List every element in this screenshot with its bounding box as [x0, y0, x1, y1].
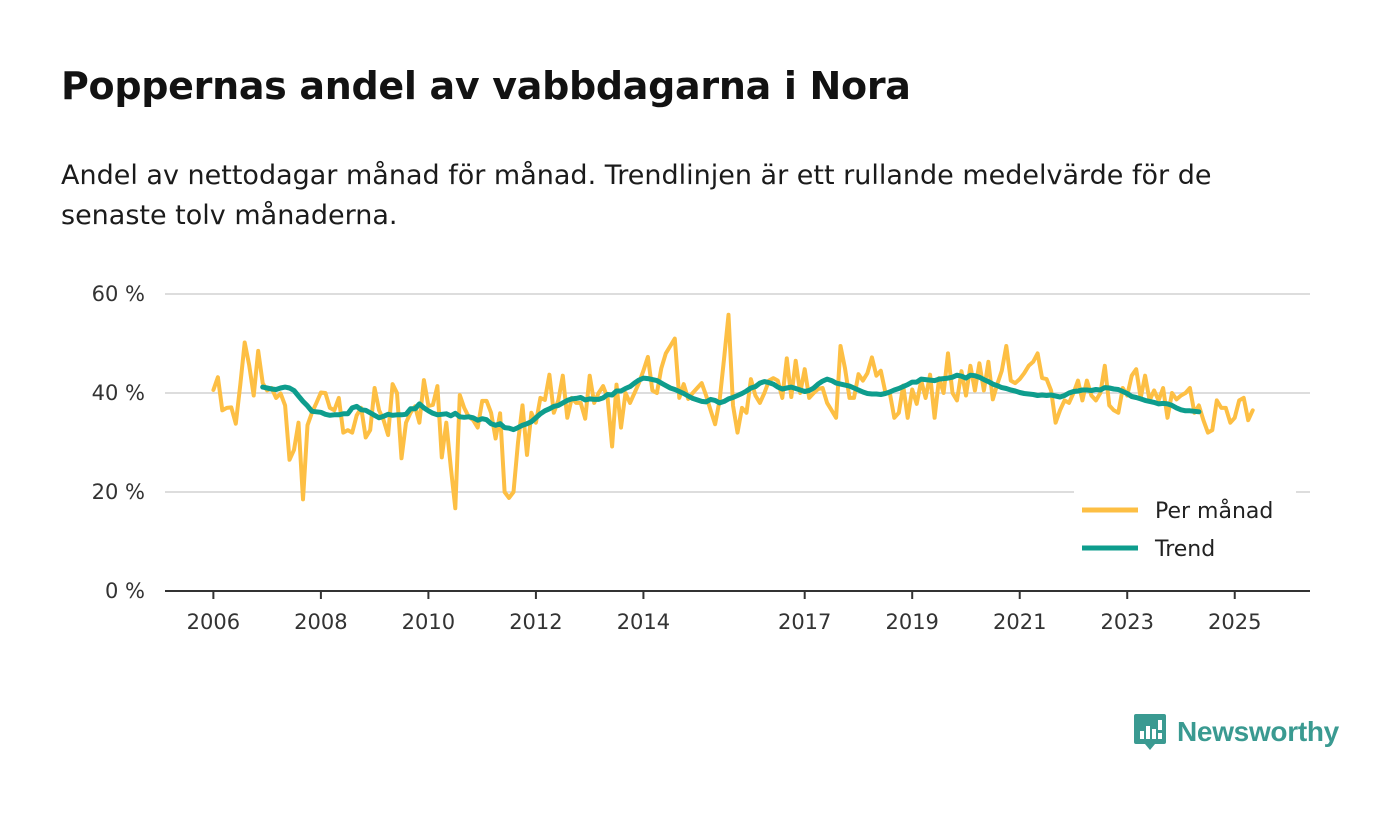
x-tick-label: 2006: [187, 610, 240, 634]
legend: Per månad Trend: [1074, 490, 1296, 570]
y-tick-label: 60 %: [92, 282, 145, 306]
x-tick-label: 2019: [885, 610, 938, 634]
x-axis: 2006 2008 2010 2012 2014 2017 2019 2021 2023 2025: [165, 590, 1310, 634]
brand-name: Newsworthy: [1177, 716, 1339, 747]
y-tick-label: 20 %: [92, 480, 145, 504]
series-line-monthly: [211, 312, 1255, 511]
x-tick-label: 2025: [1208, 610, 1261, 634]
x-tick-label: 2021: [993, 610, 1046, 634]
chart-subtitle: Andel av nettodagar månad för månad. Tre…: [61, 160, 1212, 231]
chart-title: Poppernas andel av vabbdagarna i Nora: [61, 64, 911, 108]
series-lines: [211, 312, 1255, 511]
y-tick-label: 0 %: [105, 579, 145, 603]
y-tick-label: 40 %: [92, 381, 145, 405]
series-line-trend: [260, 372, 1202, 433]
newsworthy-logo-icon: [1134, 714, 1166, 750]
legend-label-monthly: Per månad: [1155, 498, 1273, 524]
x-tick-label: 2008: [294, 610, 347, 634]
brand-logo: Newsworthy: [1133, 710, 1339, 754]
legend-label-trend: Trend: [1154, 537, 1215, 562]
x-tick-label: 2014: [617, 610, 670, 634]
legend-background: [1074, 490, 1296, 570]
x-tick-label: 2012: [509, 610, 562, 634]
x-tick-label: 2023: [1101, 610, 1154, 634]
x-tick-label: 2017: [778, 610, 831, 634]
y-axis-labels: 0 % 20 % 40 % 60 %: [92, 282, 145, 603]
x-tick-label: 2010: [402, 610, 455, 634]
